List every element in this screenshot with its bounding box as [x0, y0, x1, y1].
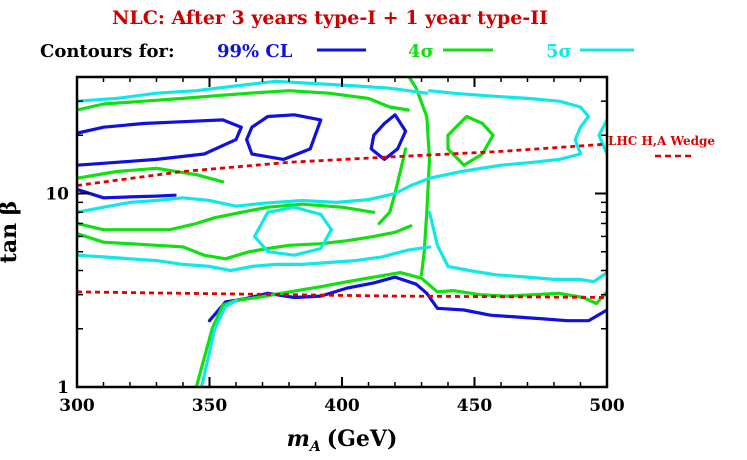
chart-title: NLC: After 3 years type-I + 1 year type-… [112, 7, 548, 29]
contour-5sigma-segment-4 [200, 298, 238, 387]
contour-5sigma-segment-1 [77, 176, 432, 214]
x-tick-label-450: 450 [457, 396, 493, 416]
contour-5sigma-segment-2 [77, 245, 432, 273]
contour-99cl-segment-3 [245, 113, 323, 161]
contour-5sigma-segment-9 [597, 118, 607, 156]
contour-5sigma-segment-5 [253, 205, 333, 257]
legend-label-5sigma: 5σ [546, 41, 572, 62]
y-axis-label: tan β [0, 201, 22, 264]
contour-4sigma-segment-4 [446, 114, 495, 167]
contour-5sigma-segment-0 [77, 79, 429, 103]
axis-ticks: 300 350 400 450 500 1 10 [45, 76, 625, 416]
contour-99cl-segment-4 [369, 113, 408, 161]
contour-4sigma-segment-3 [77, 224, 413, 261]
x-axis-label-unit: (GeV) [327, 426, 398, 452]
x-axis-label-main: m [287, 426, 310, 452]
x-axis-label: mA (GeV) [287, 426, 398, 455]
lhc-wedge-upper-line [77, 142, 607, 187]
x-tick-label-350: 350 [192, 396, 228, 416]
legend-header: Contours for: [40, 41, 175, 62]
y-tick-label-10: 10 [45, 184, 69, 204]
contour-99cl-segment-2 [207, 275, 607, 323]
contour-4sigma-segment-0 [77, 89, 410, 112]
lhc-wedge-annotation: LHC H,A Wedge [608, 134, 715, 148]
lhc-wedge-lower-line [77, 290, 607, 299]
legend: Contours for: 99% CL 4σ 5σ [40, 41, 634, 62]
contour-5sigma-segment-6 [427, 89, 591, 129]
contour-99cl-segment-1 [77, 187, 177, 200]
contour-99cl-segment-0 [77, 118, 243, 167]
contour-4sigma-segment-6 [407, 77, 432, 277]
contour-4sigma-segment-2 [77, 202, 376, 232]
contour-5sigma-segment-7 [427, 152, 583, 180]
x-axis-label-sub: A [308, 439, 321, 455]
x-tick-label-500: 500 [589, 396, 625, 416]
x-tick-label-300: 300 [59, 396, 95, 416]
legend-label-99cl: 99% CL [217, 41, 293, 62]
contour-4sigma-segment-1 [77, 166, 225, 184]
plot-area [77, 77, 607, 387]
contour-5sigma-segment-3 [427, 210, 607, 284]
legend-label-4sigma: 4σ [408, 41, 434, 62]
contour-4sigma-segment-5 [194, 271, 607, 387]
y-tick-label-1: 1 [57, 378, 69, 398]
contour-5sigma-segment-8 [573, 125, 583, 156]
x-tick-label-400: 400 [324, 396, 360, 416]
